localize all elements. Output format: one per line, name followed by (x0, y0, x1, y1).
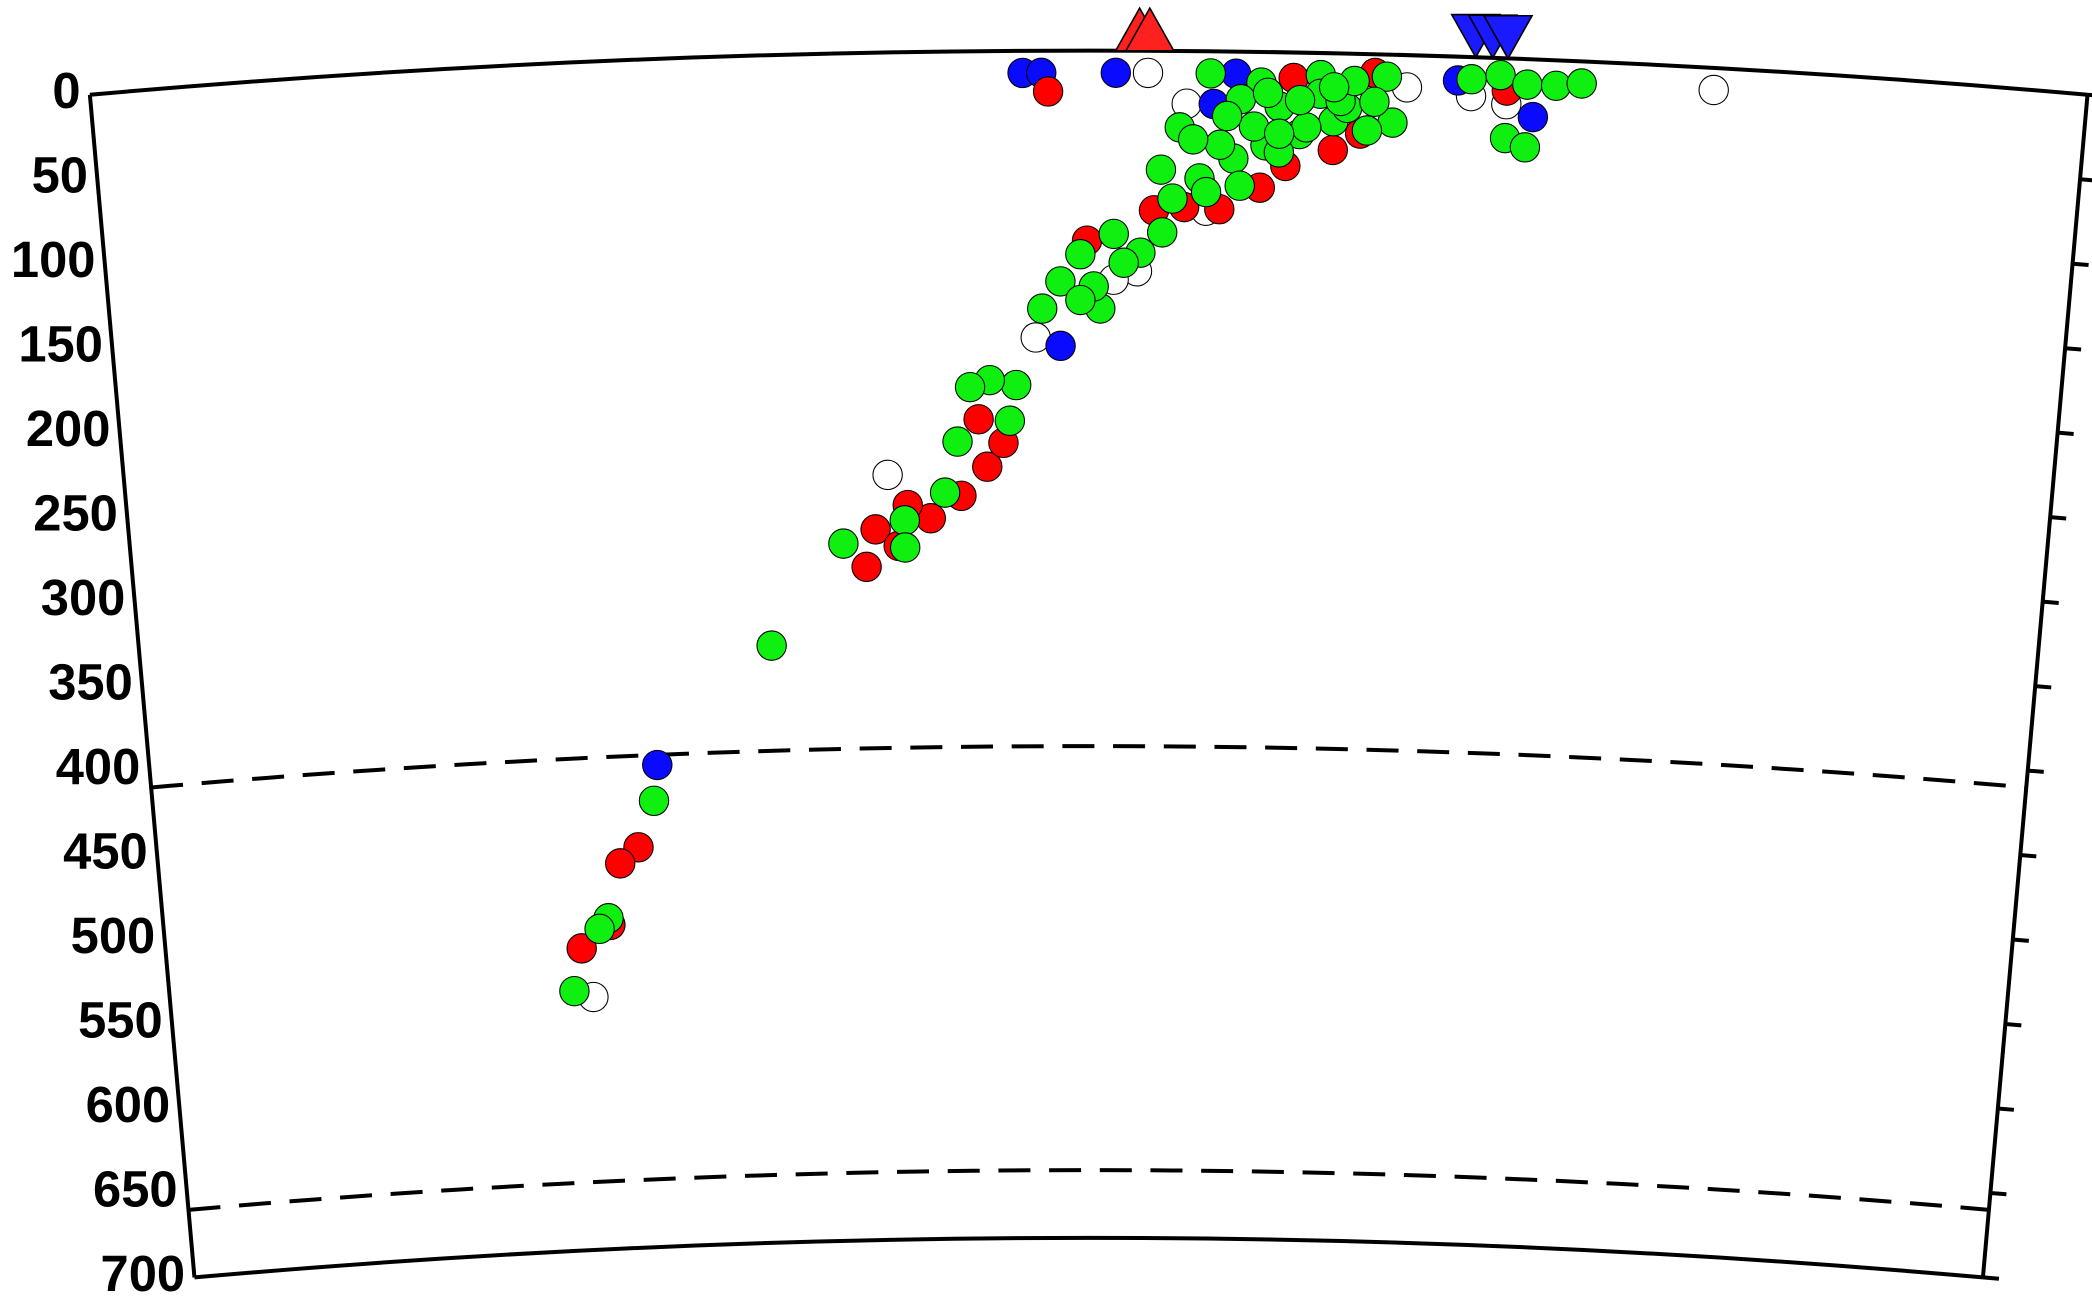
hypocenter (1195, 58, 1226, 89)
hypocenter (1359, 86, 1390, 118)
y-tick-label: 200 (26, 400, 111, 457)
hypocenter (972, 451, 1003, 482)
tick-mark (2079, 177, 2092, 183)
hypocenter (1132, 57, 1164, 89)
hypocenter (638, 785, 670, 817)
hypocenter (954, 371, 986, 403)
y-tick-label: 100 (11, 231, 96, 288)
hypocenter (889, 532, 921, 563)
tick-mark (2012, 937, 2029, 943)
left-edge (87, 94, 197, 1278)
tick-mark (2020, 853, 2037, 859)
tick-mark (2049, 515, 2067, 521)
tick-mark (1990, 1190, 2007, 1197)
hypocenter (1032, 76, 1064, 107)
hypocenter (1284, 84, 1316, 116)
hypocenter (1146, 217, 1178, 248)
y-tick-label: 450 (63, 822, 148, 879)
hypocenter (1252, 77, 1284, 109)
tick-mark (2064, 346, 2082, 352)
hypocenter (1065, 239, 1096, 270)
discontinuity-line (150, 744, 2027, 790)
hypocenter (1509, 132, 1541, 163)
y-tick-label: 700 (101, 1245, 186, 1302)
hypocenter (1517, 101, 1549, 133)
y-tick-label: 300 (41, 569, 126, 626)
hypocenter (1318, 72, 1350, 103)
tick-mark (2005, 1022, 2022, 1028)
hypocenter (1351, 115, 1383, 146)
hypocenter (1224, 170, 1255, 201)
hypocenter (605, 848, 636, 879)
tick-mark (2072, 261, 2089, 268)
hypocenter (1204, 129, 1236, 160)
hypocenter (963, 404, 994, 435)
y-tick-label: 500 (71, 907, 156, 964)
hypocenter (1000, 369, 1032, 401)
right-edge (1980, 94, 2090, 1278)
hypocenter (1211, 100, 1243, 132)
hypocenter (1108, 247, 1139, 278)
hypocenter (1190, 176, 1222, 208)
hypocenter (994, 405, 1026, 436)
hypocenter (1045, 330, 1076, 362)
y-tick-label: 0 (52, 62, 80, 119)
hypocenter (1098, 218, 1129, 250)
tick-mark (2035, 684, 2052, 690)
hypocenter (828, 528, 859, 559)
hypocenter (1100, 57, 1132, 88)
tick-mark (2042, 599, 2059, 605)
hypocenter (1238, 111, 1270, 142)
hypocenter (1317, 134, 1348, 166)
hypocenter (1027, 293, 1058, 324)
tick-mark (1982, 1275, 2000, 1281)
hypocenter (1065, 284, 1096, 316)
hypocenter (1177, 124, 1209, 155)
hypocenter (1291, 112, 1322, 143)
hypocenter (929, 477, 961, 508)
hypocenter (1566, 68, 1597, 99)
tick-mark (1997, 1106, 2015, 1112)
tick-mark (2057, 430, 2074, 436)
hypocenter (566, 933, 597, 964)
hypocenter (851, 551, 882, 583)
y-tick-label: 350 (48, 653, 133, 710)
y-tick-label: 650 (93, 1160, 178, 1217)
y-tick-label: 250 (33, 485, 118, 542)
hypocenter (889, 505, 920, 536)
y-tick-label: 600 (86, 1076, 171, 1133)
y-tick-label: 400 (56, 738, 141, 795)
surface-line (89, 48, 2088, 97)
hypocenter (1485, 59, 1516, 91)
hypocenter (642, 749, 673, 781)
volcano-marker (1124, 6, 1176, 52)
hypocenter (1145, 154, 1177, 185)
hypocenter (860, 514, 891, 545)
hypocenter (1456, 64, 1487, 95)
hypocenter (1263, 118, 1295, 149)
y-tick-label: 150 (18, 316, 103, 373)
station-marker (1482, 14, 1534, 61)
hypocenter (1540, 70, 1572, 102)
hypocenter (942, 426, 973, 457)
hypocenter (584, 913, 615, 945)
y-tick-label: 50 (32, 147, 88, 204)
hypocenter (1512, 69, 1543, 100)
tick-mark (2087, 92, 2092, 98)
hypocenter (559, 975, 590, 1007)
hypocenter (1157, 183, 1188, 214)
hypocenter (756, 630, 787, 661)
hypocenter (872, 459, 903, 491)
bottom-line (194, 1235, 1984, 1280)
y-tick-label: 550 (78, 991, 163, 1048)
hypocenter (1045, 266, 1076, 297)
discontinuity-line (188, 1168, 1990, 1212)
tick-mark (2027, 768, 2044, 774)
hypocenter (1371, 61, 1403, 92)
hypocenter (1698, 74, 1729, 106)
